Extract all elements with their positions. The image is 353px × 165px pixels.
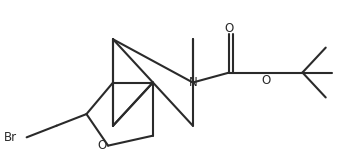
Text: O: O bbox=[225, 22, 234, 35]
Text: N: N bbox=[189, 76, 197, 89]
Text: Br: Br bbox=[4, 131, 17, 144]
Text: O: O bbox=[97, 139, 107, 152]
Text: O: O bbox=[261, 74, 270, 87]
